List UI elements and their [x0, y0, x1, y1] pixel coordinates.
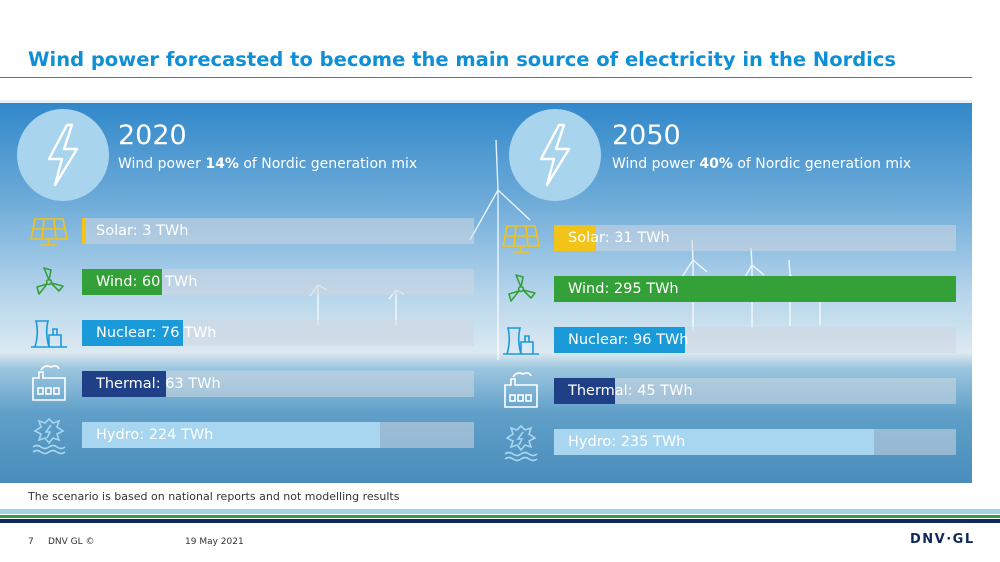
bar-hydro [82, 422, 380, 448]
bar-solar [554, 225, 596, 251]
hydro-power-icon [27, 415, 71, 455]
bar-nuclear [82, 320, 183, 346]
bar-track-solar [82, 218, 474, 244]
bar-nuclear [554, 327, 685, 353]
nuclear-plant-icon [499, 320, 543, 360]
factory-icon [499, 371, 543, 411]
bar-hydro [554, 429, 874, 455]
bar-label-wind: Wind: 295 TWh [568, 281, 679, 297]
bar-label-solar: Solar: 3 TWh [96, 223, 189, 239]
bar-wind [82, 269, 162, 295]
page-number: 7 [28, 537, 34, 547]
bar-wind [554, 276, 956, 302]
factory-icon [27, 364, 71, 404]
scenario-note: The scenario is based on national report… [28, 490, 400, 503]
bar-label-hydro: Hydro: 235 TWh [568, 434, 686, 450]
solar-panel-icon [27, 211, 71, 251]
nuclear-plant-icon [27, 313, 71, 353]
panel-2050-subtitle: Wind power 40% of Nordic generation mix [612, 156, 912, 172]
bar-track-thermal [554, 378, 956, 404]
panel-2020-title: 2020 [118, 120, 187, 151]
wind-turbine-icon [499, 269, 543, 309]
bar-track-solar [554, 225, 956, 251]
wind-turbine-icon [27, 262, 71, 302]
footer-stripe-green [0, 515, 1000, 518]
copyright: DNV GL © [48, 537, 95, 547]
bar-label-hydro: Hydro: 224 TWh [96, 427, 214, 443]
dnv-gl-logo: DNV·GL [910, 532, 975, 547]
bar-label-thermal: Thermal: 63 TWh [96, 376, 221, 392]
footer-stripe-light [0, 509, 1000, 514]
date: 19 May 2021 [185, 537, 244, 547]
lightning-bolt-icon [17, 109, 109, 201]
bar-label-nuclear: Nuclear: 96 TWh [568, 332, 689, 348]
bar-thermal [554, 378, 615, 404]
bar-label-wind: Wind: 60 TWh [96, 274, 198, 290]
hydro-power-icon [499, 422, 543, 462]
slide-title: Wind power forecasted to become the main… [28, 48, 897, 71]
title-rule [0, 77, 972, 78]
panel-2020-subtitle: Wind power 14% of Nordic generation mix [118, 156, 418, 172]
bar-thermal [82, 371, 166, 397]
solar-panel-icon [499, 218, 543, 258]
bar-solar [82, 218, 86, 244]
lightning-bolt-icon [509, 109, 601, 201]
bar-label-nuclear: Nuclear: 76 TWh [96, 325, 217, 341]
bar-label-thermal: Thermal: 45 TWh [568, 383, 693, 399]
photo-top-line [0, 100, 972, 103]
footer-stripe-navy [0, 519, 1000, 523]
panel-2050-title: 2050 [612, 120, 681, 151]
bar-label-solar: Solar: 31 TWh [568, 230, 670, 246]
